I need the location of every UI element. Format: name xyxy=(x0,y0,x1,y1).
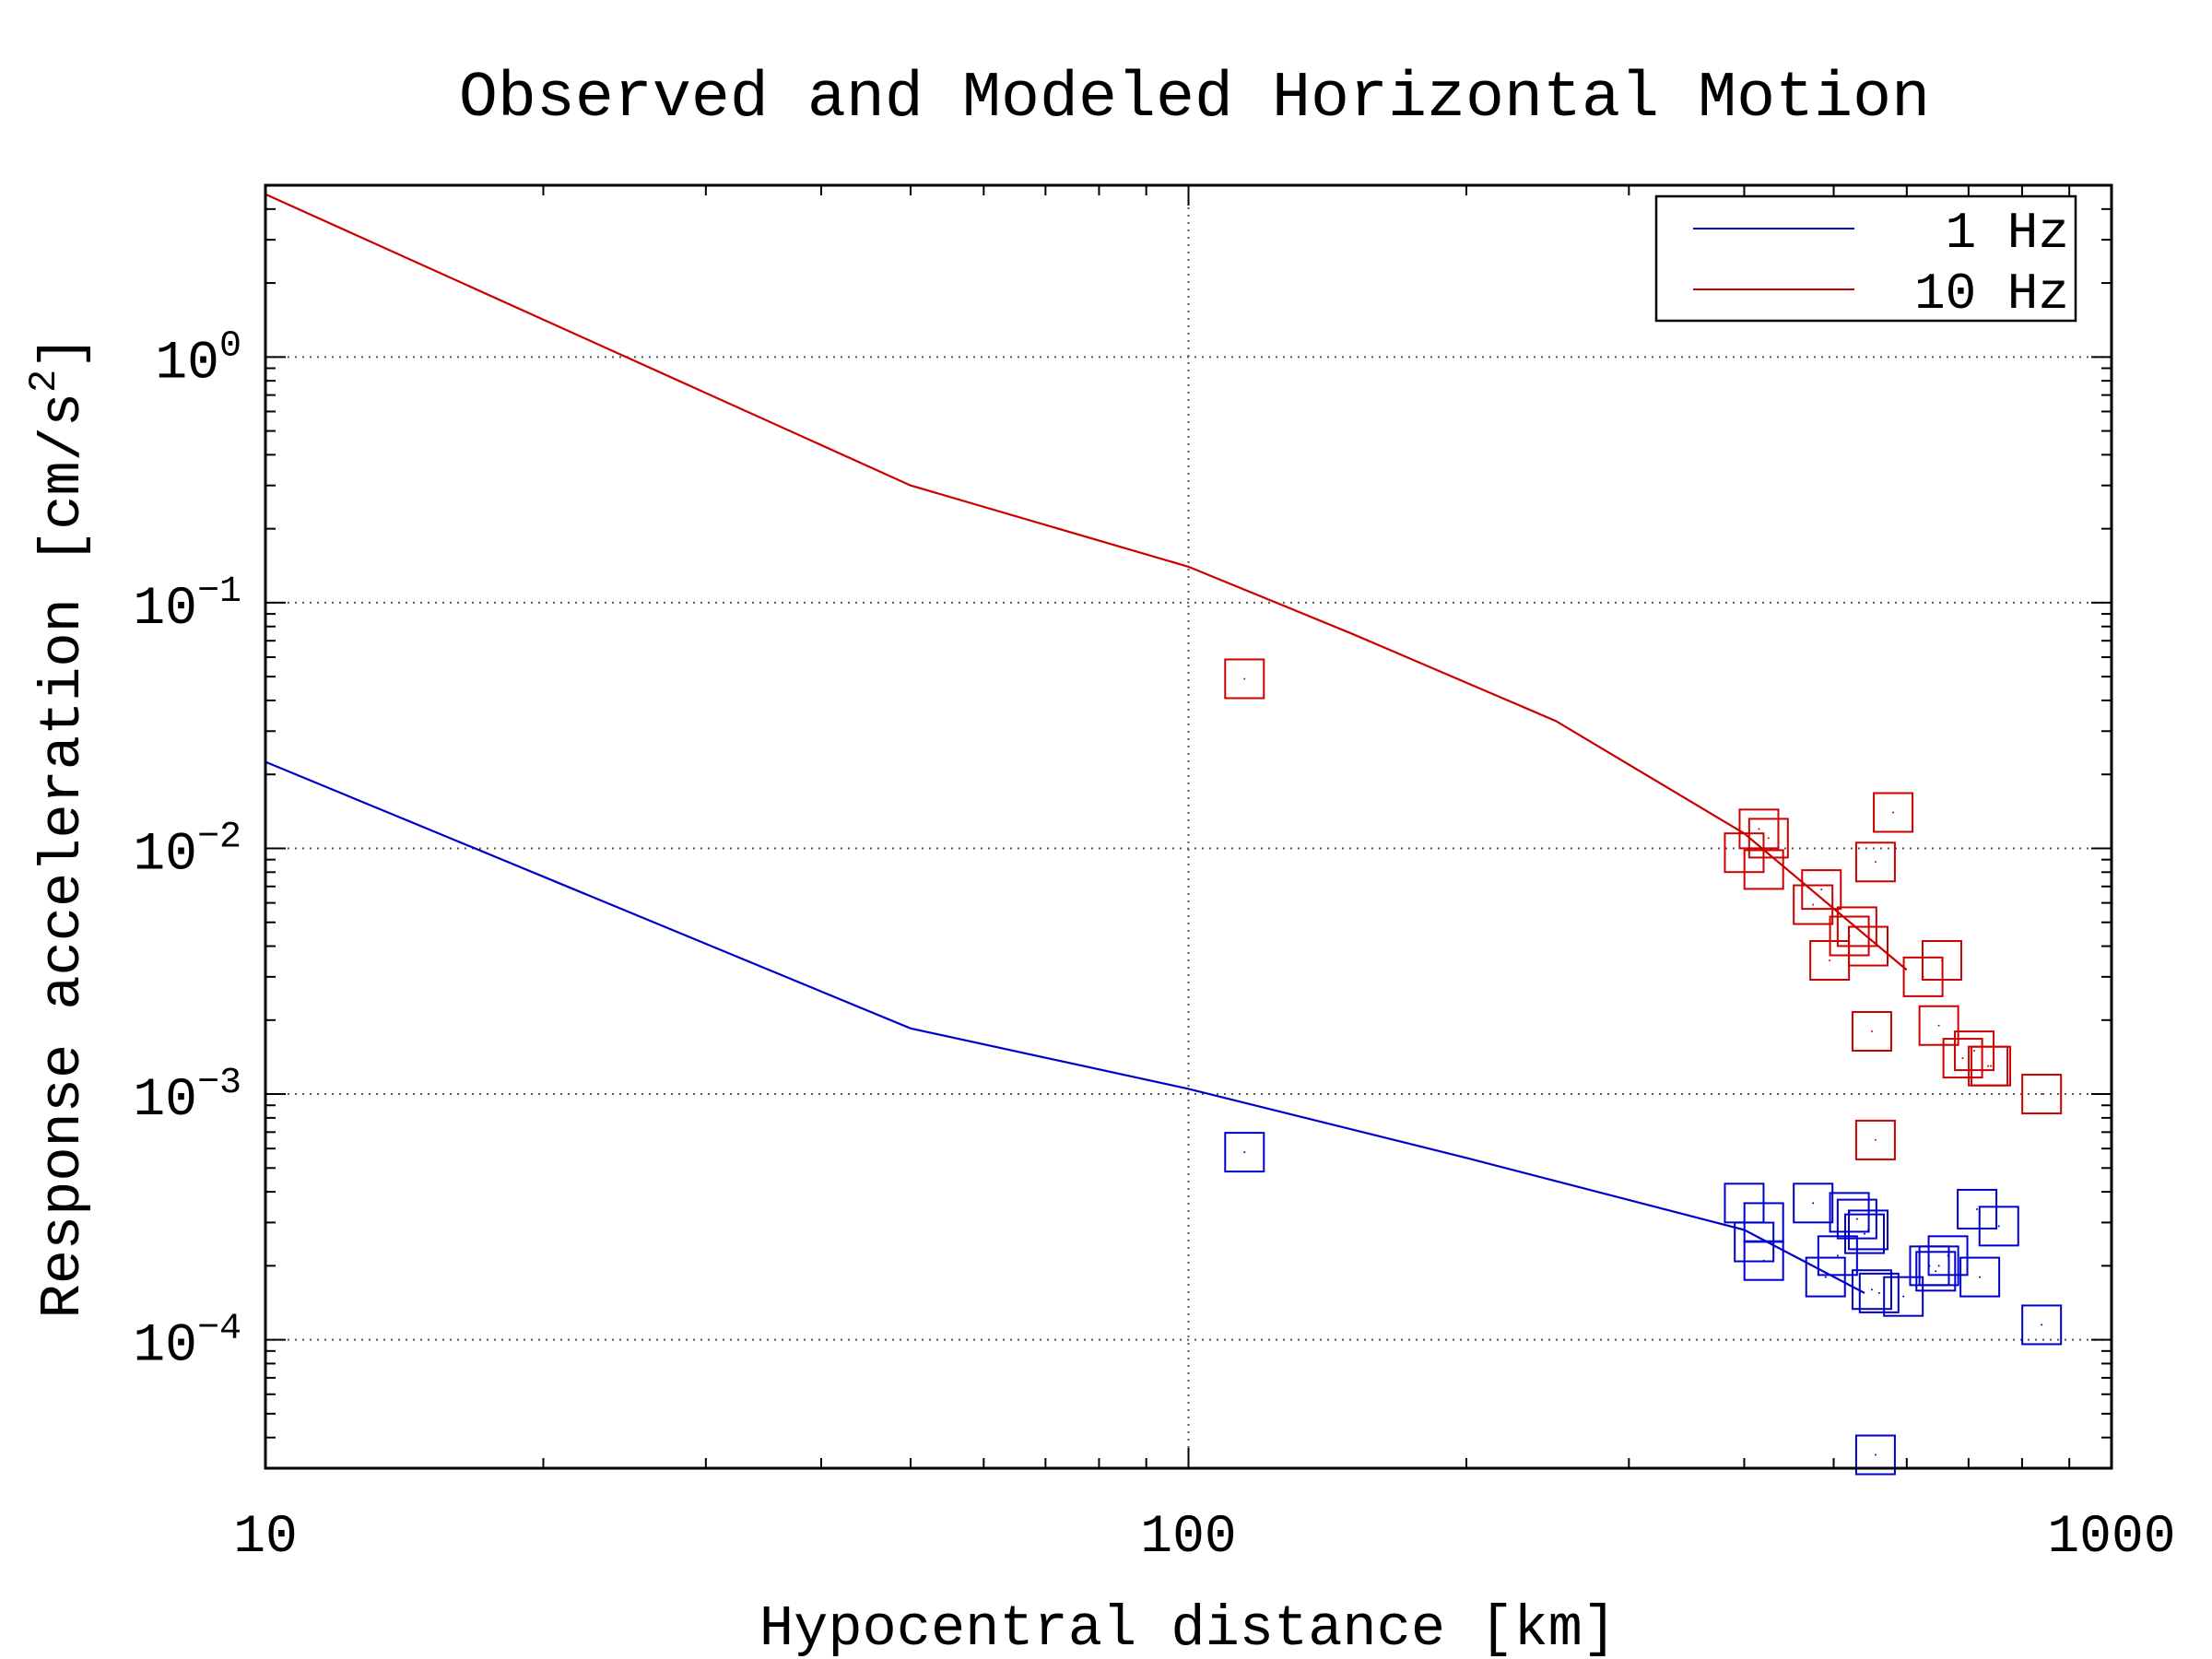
observation-marker-0-9 xyxy=(1836,1198,1877,1240)
plot-frame xyxy=(264,183,2113,1470)
y-axis-label: Response acceleration [cm/s2] xyxy=(22,335,96,1318)
observation-dot-0-10 xyxy=(1863,1232,1865,1235)
y-axis-label-text: Response acceleration [cm/s xyxy=(30,393,96,1319)
x-axis-label: Hypocentral distance [km] xyxy=(759,1596,1617,1659)
legend: 1 Hz 10 Hz xyxy=(1654,194,2077,324)
y-tick-label-0: 100 xyxy=(155,325,241,394)
observation-marker-1-5 xyxy=(1793,884,1834,925)
observation-marker-1-0 xyxy=(1224,658,1265,700)
observation-marker-1-10 xyxy=(1848,925,1889,967)
observation-marker-1-18 xyxy=(1942,1038,1983,1079)
chart-title: Observed and Modeled Horizontal Motion xyxy=(459,63,1930,135)
observation-dot-0-14 xyxy=(1874,1453,1877,1456)
observation-dot-1-17 xyxy=(1937,1024,1940,1027)
observation-marker-1-16 xyxy=(1921,940,1962,982)
observation-dot-0-17 xyxy=(1935,1270,1937,1273)
legend-label-1hz: 1 Hz xyxy=(1946,204,2069,263)
observation-dot-1-4 xyxy=(1767,837,1770,840)
observation-marker-1-21 xyxy=(1971,1045,2012,1087)
observation-dot-0-3 xyxy=(1762,1221,1765,1224)
observation-marker-1-22 xyxy=(2021,1074,2063,1115)
y-tick-label-1: 10−1 xyxy=(133,571,241,640)
legend-label-10hz: 10 Hz xyxy=(1914,265,2069,324)
observation-dot-0-20 xyxy=(1976,1207,1979,1210)
observation-dot-0-11 xyxy=(1867,1229,1870,1231)
observation-marker-0-6 xyxy=(1805,1256,1846,1298)
y-axis-label-end: ] xyxy=(30,335,96,369)
observation-marker-1-3 xyxy=(1743,849,1784,890)
observation-dot-0-7 xyxy=(1836,1254,1839,1257)
observation-marker-0-13 xyxy=(1858,1272,1900,1313)
observation-dot-1-0 xyxy=(1243,677,1246,680)
observation-dot-1-5 xyxy=(1812,903,1815,906)
grid xyxy=(265,185,2112,1468)
axis-ticks: 100 10−1 10−2 10−3 10−4 10 100 1000 xyxy=(133,184,2176,1568)
observation-dot-1-12 xyxy=(1874,861,1877,864)
legend-box xyxy=(1654,194,2077,323)
x-tick-label-2: 1000 xyxy=(2047,1508,2175,1568)
observation-dot-0-21 xyxy=(1979,1276,1982,1278)
observation-dot-1-18 xyxy=(1961,1057,1964,1060)
x-tick-label-0: 10 xyxy=(233,1508,298,1568)
observation-marker-1-12 xyxy=(1854,841,1896,883)
observation-marker-1-17 xyxy=(1918,1005,1959,1046)
observation-dot-0-5 xyxy=(1812,1202,1815,1205)
observation-dot-1-7 xyxy=(1829,959,1831,962)
observation-dot-1-13 xyxy=(1874,1138,1877,1141)
observation-dot-0-15 xyxy=(1902,1295,1905,1298)
observation-dot-1-19 xyxy=(1973,1050,1976,1053)
observation-dot-1-10 xyxy=(1867,945,1870,947)
observation-marker-0-11 xyxy=(1848,1209,1889,1251)
observation-dot-1-16 xyxy=(1940,959,1943,962)
observation-marker-0-12 xyxy=(1851,1269,1892,1311)
y-tick-label-2: 10−2 xyxy=(133,817,241,885)
observation-marker-0-14 xyxy=(1854,1434,1896,1476)
observation-dot-0-6 xyxy=(1824,1276,1827,1278)
observation-dot-1-22 xyxy=(2041,1093,2043,1096)
observation-dot-0-18 xyxy=(1937,1265,1940,1267)
observation-marker-1-13 xyxy=(1854,1119,1896,1160)
observation-dot-0-19 xyxy=(1947,1254,1949,1257)
observation-marker-0-4 xyxy=(1743,1240,1784,1281)
observation-dot-1-6 xyxy=(1820,888,1823,891)
observation-dot-0-9 xyxy=(1855,1218,1858,1220)
observation-dot-0-13 xyxy=(1877,1291,1880,1294)
observation-dot-1-3 xyxy=(1762,868,1765,871)
observation-marker-0-22 xyxy=(1978,1206,2019,1247)
observation-dot-0-22 xyxy=(1997,1225,2000,1228)
observation-marker-0-19 xyxy=(1927,1235,1969,1277)
model-line-0 xyxy=(265,760,1865,1294)
observation-dot-1-2 xyxy=(1758,828,1760,830)
series-layer xyxy=(265,193,2063,1476)
observation-marker-0-20 xyxy=(1957,1188,1998,1230)
observation-marker-1-2 xyxy=(1738,808,1780,850)
observation-marker-0-18 xyxy=(1918,1245,1959,1287)
observation-marker-0-17 xyxy=(1915,1251,1957,1292)
observation-dot-1-14 xyxy=(1892,811,1895,814)
observation-marker-1-6 xyxy=(1801,869,1842,911)
observation-marker-1-14 xyxy=(1873,792,1914,833)
x-tick-label-1: 100 xyxy=(1140,1508,1236,1568)
observation-dot-0-4 xyxy=(1762,1259,1765,1262)
observation-marker-0-23 xyxy=(2021,1304,2063,1346)
observation-marker-0-10 xyxy=(1843,1213,1885,1254)
y-tick-label-4: 10−4 xyxy=(133,1309,241,1377)
observation-marker-0-0 xyxy=(1224,1132,1265,1173)
observation-dot-1-11 xyxy=(1870,1030,1873,1032)
observation-marker-0-21 xyxy=(1959,1256,2001,1298)
observation-marker-1-11 xyxy=(1851,1010,1892,1052)
observation-dot-0-12 xyxy=(1870,1288,1873,1291)
observation-marker-1-19 xyxy=(1954,1030,1995,1072)
observation-marker-1-4 xyxy=(1747,818,1789,859)
observation-marker-0-5 xyxy=(1793,1182,1834,1224)
observation-dot-0-23 xyxy=(2041,1324,2043,1326)
observation-dot-0-0 xyxy=(1243,1151,1246,1154)
y-axis-label-sup: 2 xyxy=(22,370,66,393)
observation-marker-0-15 xyxy=(1883,1276,1924,1317)
y-tick-label-3: 10−3 xyxy=(133,1063,241,1131)
observation-dot-1-20 xyxy=(1987,1065,1990,1067)
svg-text:Response acceleration [cm/s2]: Response acceleration [cm/s2] xyxy=(22,335,96,1318)
observation-dot-1-21 xyxy=(1990,1065,1993,1067)
